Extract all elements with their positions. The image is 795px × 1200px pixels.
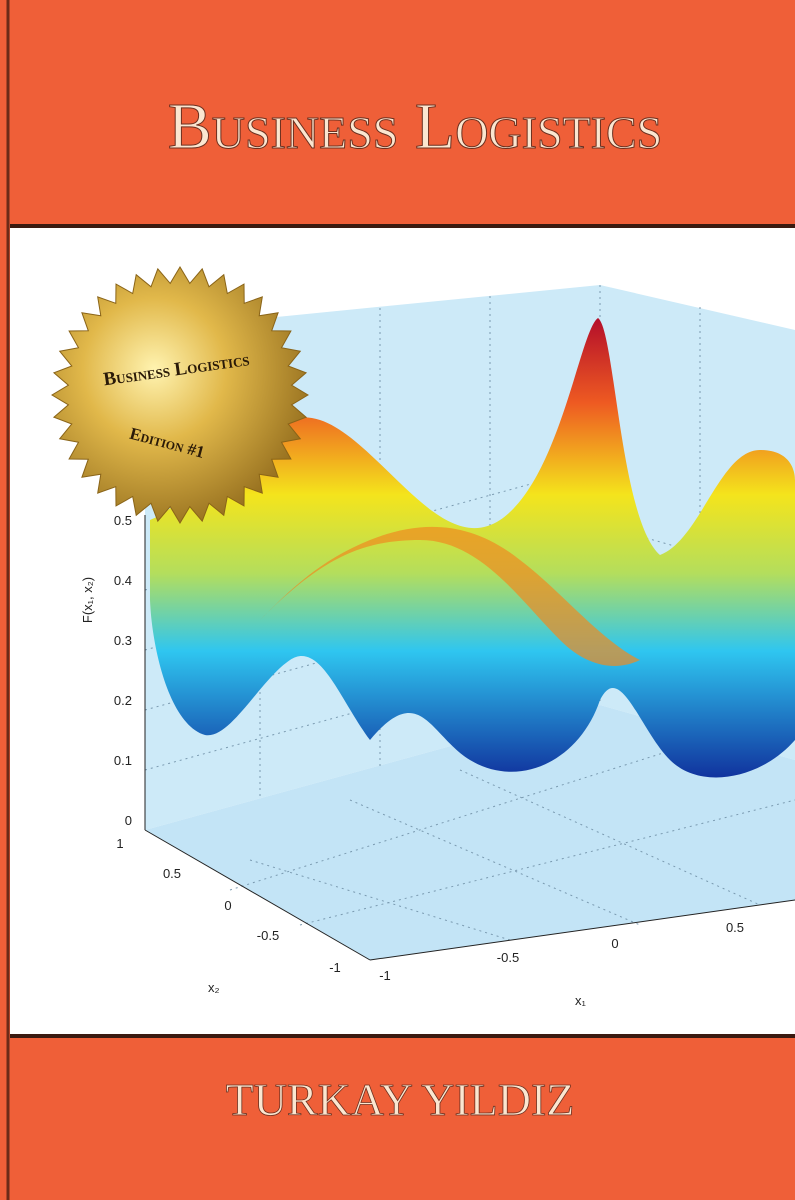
z-tick-label: 0.3 (114, 633, 132, 648)
z-tick-label: 0.1 (114, 753, 132, 768)
x2-axis-label: x₂ (208, 980, 220, 995)
surface-ridge (260, 526, 640, 666)
x2-axis (144, 829, 371, 961)
x2-tick-label: 1 (116, 836, 123, 851)
author: TURKAY YILDIZ (226, 1074, 575, 1125)
x1-tick-label: -1 (379, 968, 391, 983)
z-axis-label: F(x₁, x₂) (80, 577, 95, 623)
x1-axis-label: x₁ (575, 993, 587, 1008)
x2-tick-label: -0.5 (257, 928, 279, 943)
plot-floor (145, 705, 795, 960)
x2-tick-label: -1 (329, 960, 341, 975)
z-tick-label: 0.2 (114, 693, 132, 708)
x2-tick-label: 0.5 (163, 866, 181, 881)
z-tick-label: 0 (125, 813, 132, 828)
x1-tick-label: -0.5 (497, 950, 519, 965)
x1-tick-label: 0.5 (726, 920, 744, 935)
x1-tick-label: 0 (611, 936, 618, 951)
x2-tick-label: 0 (224, 898, 231, 913)
x1-axis (369, 899, 795, 961)
seal-badge (51, 266, 309, 524)
z-tick-label: 0.5 (114, 513, 132, 528)
tick-labels: 0 0.1 0.2 0.3 0.4 0.5 1 0.5 0 -0.5 -1 -1 -0.5 0 0.5 (114, 513, 744, 983)
z-tick-label: 0.4 (114, 573, 132, 588)
book-title: Business Logistics (168, 90, 662, 163)
seal: Business Logistics Edition #1 (51, 266, 309, 524)
